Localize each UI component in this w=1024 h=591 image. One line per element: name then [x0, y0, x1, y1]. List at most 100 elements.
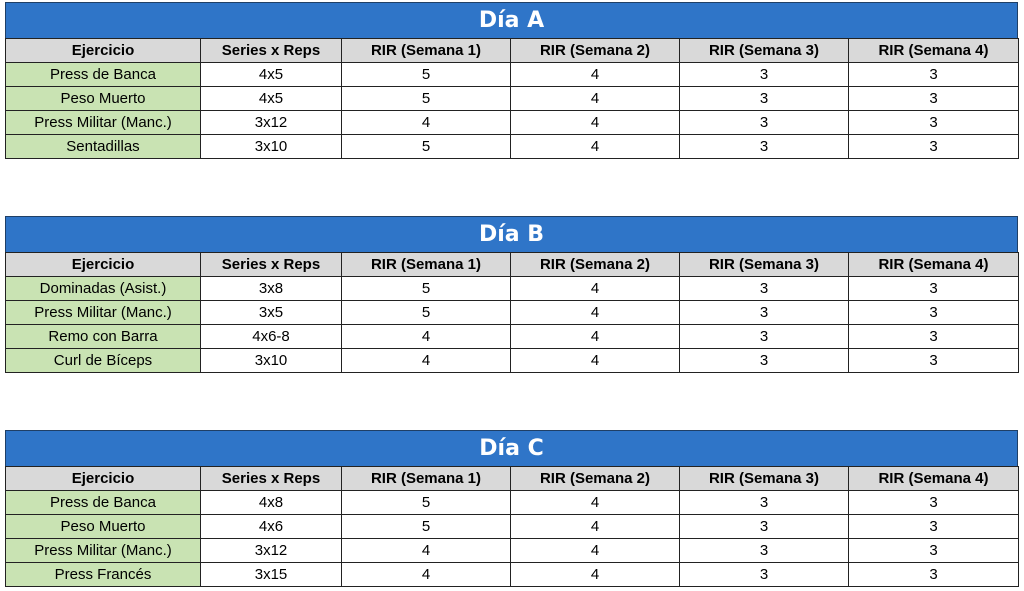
rir-cell: 5 — [341, 86, 511, 111]
header-rir-semana-1: RIR (Semana 1) — [341, 466, 511, 491]
rir-cell: 4 — [341, 348, 511, 373]
rir-cell: 4 — [341, 538, 511, 563]
exercise-cell: Press Militar (Manc.) — [5, 538, 201, 563]
series-cell: 4x5 — [200, 62, 342, 87]
rir-cell: 3 — [679, 276, 849, 301]
series-cell: 3x5 — [200, 300, 342, 325]
rir-cell: 4 — [510, 514, 680, 539]
header-series-reps: Series x Reps — [200, 466, 342, 491]
series-cell: 4x8 — [200, 490, 342, 515]
exercise-cell: Press Militar (Manc.) — [5, 110, 201, 135]
header-rir-semana-3: RIR (Semana 3) — [679, 252, 849, 277]
table-title: Día B — [5, 216, 1018, 252]
header-rir-semana-3: RIR (Semana 3) — [679, 466, 849, 491]
rir-cell: 3 — [679, 134, 849, 159]
series-cell: 3x10 — [200, 348, 342, 373]
rir-cell: 3 — [848, 490, 1019, 515]
rir-cell: 5 — [341, 276, 511, 301]
table-title: Día C — [5, 430, 1018, 466]
rir-cell: 3 — [679, 538, 849, 563]
rir-cell: 4 — [510, 562, 680, 587]
rir-cell: 4 — [510, 86, 680, 111]
header-series-reps: Series x Reps — [200, 38, 342, 63]
rir-cell: 3 — [848, 86, 1019, 111]
exercise-cell: Press de Banca — [5, 62, 201, 87]
exercise-cell: Curl de Bíceps — [5, 348, 201, 373]
table-title: Día A — [5, 2, 1018, 38]
exercise-cell: Peso Muerto — [5, 514, 201, 539]
routine-table: Ejercicio Series x Reps RIR (Semana 1) R… — [5, 252, 1019, 373]
exercise-cell: Press de Banca — [5, 490, 201, 515]
header-series-reps: Series x Reps — [200, 252, 342, 277]
table-row: Curl de Bíceps 3x10 4 4 3 3 — [5, 348, 1019, 373]
table-row: Press de Banca 4x5 5 4 3 3 — [5, 62, 1019, 87]
rir-cell: 3 — [848, 514, 1019, 539]
series-cell: 4x5 — [200, 86, 342, 111]
header-rir-semana-3: RIR (Semana 3) — [679, 38, 849, 63]
header-ejercicio: Ejercicio — [5, 466, 201, 491]
table-row: Remo con Barra 4x6-8 4 4 3 3 — [5, 324, 1019, 349]
header-ejercicio: Ejercicio — [5, 38, 201, 63]
table-row: Peso Muerto 4x6 5 4 3 3 — [5, 514, 1019, 539]
rir-cell: 3 — [679, 324, 849, 349]
rir-cell: 4 — [510, 134, 680, 159]
header-rir-semana-2: RIR (Semana 2) — [510, 252, 680, 277]
rir-cell: 3 — [679, 562, 849, 587]
table-row: Press de Banca 4x8 5 4 3 3 — [5, 490, 1019, 515]
rir-cell: 4 — [341, 110, 511, 135]
table-row: Press Militar (Manc.) 3x12 4 4 3 3 — [5, 538, 1019, 563]
rir-cell: 5 — [341, 490, 511, 515]
rir-cell: 4 — [510, 324, 680, 349]
series-cell: 4x6-8 — [200, 324, 342, 349]
rir-cell: 3 — [848, 134, 1019, 159]
rir-cell: 3 — [679, 348, 849, 373]
rir-cell: 3 — [679, 490, 849, 515]
rir-cell: 3 — [848, 62, 1019, 87]
series-cell: 3x12 — [200, 110, 342, 135]
rir-cell: 5 — [341, 62, 511, 87]
header-rir-semana-4: RIR (Semana 4) — [848, 252, 1019, 277]
table-dia-c: Día C Ejercicio Series x Reps RIR (Seman… — [5, 430, 1019, 587]
rir-cell: 3 — [679, 62, 849, 87]
routine-table: Ejercicio Series x Reps RIR (Semana 1) R… — [5, 38, 1019, 159]
header-row: Ejercicio Series x Reps RIR (Semana 1) R… — [5, 466, 1019, 491]
header-rir-semana-4: RIR (Semana 4) — [848, 38, 1019, 63]
exercise-cell: Peso Muerto — [5, 86, 201, 111]
rir-cell: 5 — [341, 300, 511, 325]
rir-cell: 4 — [341, 562, 511, 587]
table-dia-a: Día A Ejercicio Series x Reps RIR (Seman… — [5, 2, 1019, 159]
exercise-cell: Dominadas (Asist.) — [5, 276, 201, 301]
series-cell: 4x6 — [200, 514, 342, 539]
series-cell: 3x8 — [200, 276, 342, 301]
series-cell: 3x15 — [200, 562, 342, 587]
series-cell: 3x10 — [200, 134, 342, 159]
table-dia-b: Día B Ejercicio Series x Reps RIR (Seman… — [5, 216, 1019, 373]
rir-cell: 5 — [341, 134, 511, 159]
rir-cell: 3 — [848, 276, 1019, 301]
rir-cell: 4 — [510, 276, 680, 301]
rir-cell: 3 — [679, 86, 849, 111]
exercise-cell: Sentadillas — [5, 134, 201, 159]
rir-cell: 3 — [848, 300, 1019, 325]
rir-cell: 4 — [510, 62, 680, 87]
rir-cell: 3 — [848, 324, 1019, 349]
rir-cell: 3 — [848, 110, 1019, 135]
header-ejercicio: Ejercicio — [5, 252, 201, 277]
header-row: Ejercicio Series x Reps RIR (Semana 1) R… — [5, 38, 1019, 63]
table-row: Press Francés 3x15 4 4 3 3 — [5, 562, 1019, 587]
rir-cell: 4 — [510, 490, 680, 515]
series-cell: 3x12 — [200, 538, 342, 563]
rir-cell: 3 — [679, 300, 849, 325]
rir-cell: 4 — [510, 300, 680, 325]
rir-cell: 4 — [510, 110, 680, 135]
rir-cell: 5 — [341, 514, 511, 539]
header-rir-semana-2: RIR (Semana 2) — [510, 38, 680, 63]
rir-cell: 3 — [848, 538, 1019, 563]
header-rir-semana-1: RIR (Semana 1) — [341, 252, 511, 277]
rir-cell: 3 — [848, 348, 1019, 373]
exercise-cell: Press Militar (Manc.) — [5, 300, 201, 325]
rir-cell: 3 — [679, 514, 849, 539]
rir-cell: 4 — [510, 348, 680, 373]
table-row: Sentadillas 3x10 5 4 3 3 — [5, 134, 1019, 159]
exercise-cell: Remo con Barra — [5, 324, 201, 349]
